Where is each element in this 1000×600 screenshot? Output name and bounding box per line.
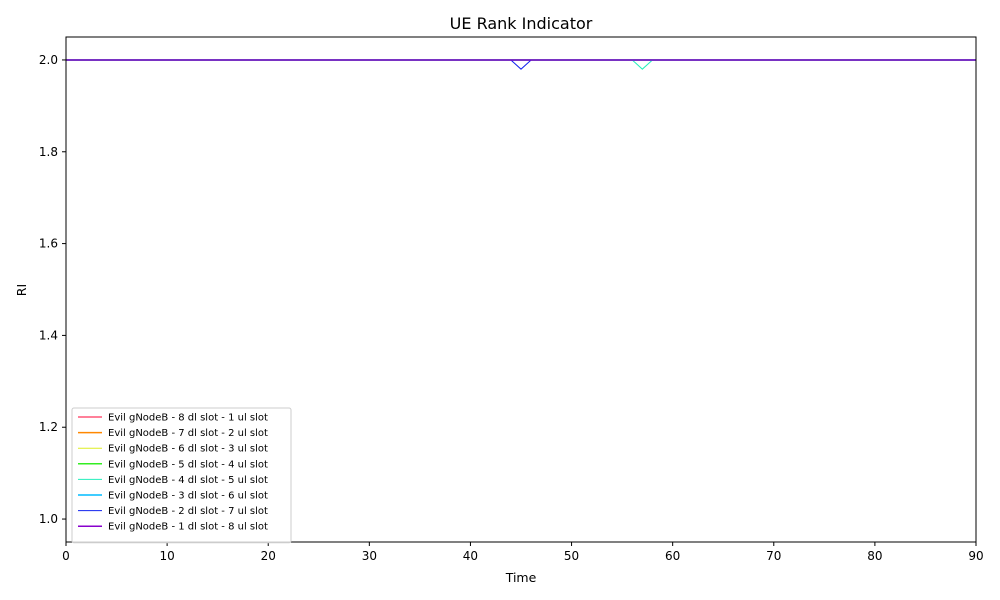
series-line-7 — [66, 59, 976, 70]
legend-box — [71, 407, 292, 544]
y-tick-label: 1.2 — [39, 420, 58, 434]
legend-entry-7: Evil gNodeB - 2 dl slot - 7 ul slot — [108, 506, 268, 517]
series-line-5 — [66, 59, 976, 70]
x-tick-label: 10 — [159, 549, 174, 563]
y-axis-ticks: 1.0 1.2 1.4 1.6 1.8 2.0 — [39, 53, 66, 526]
x-tick-label: 30 — [362, 549, 377, 563]
x-tick-label: 80 — [867, 549, 882, 563]
plot-frame — [65, 36, 977, 543]
x-tick-label: 90 — [968, 549, 983, 563]
y-tick-label: 1.0 — [39, 512, 58, 526]
chart-title: UE Rank Indicator — [450, 14, 593, 33]
y-axis-label: RI — [14, 284, 29, 296]
x-tick-label: 60 — [665, 549, 680, 563]
y-tick-label: 2.0 — [39, 53, 58, 67]
y-tick-label: 1.6 — [39, 237, 58, 251]
x-axis-label: Time — [505, 570, 537, 585]
legend-entry-5: Evil gNodeB - 4 dl slot - 5 ul slot — [108, 475, 268, 486]
y-tick-label: 1.8 — [39, 145, 58, 159]
series-layer — [66, 59, 976, 70]
x-tick-label: 20 — [261, 549, 276, 563]
legend-entry-3: Evil gNodeB - 6 dl slot - 3 ul slot — [108, 444, 268, 455]
x-tick-label: 0 — [62, 549, 70, 563]
x-axis-ticks: 0 10 20 30 40 50 60 70 80 90 — [62, 542, 984, 563]
y-tick-label: 1.4 — [39, 328, 58, 342]
legend-entry-1: Evil gNodeB - 8 dl slot - 1 ul slot — [108, 413, 268, 424]
x-tick-label: 70 — [766, 549, 781, 563]
legend-entry-6: Evil gNodeB - 3 dl slot - 6 ul slot — [108, 491, 268, 502]
x-tick-label: 50 — [564, 549, 579, 563]
legend: Evil gNodeB - 8 dl slot - 1 ul slot Evil … — [71, 407, 292, 544]
legend-entry-2: Evil gNodeB - 7 dl slot - 2 ul slot — [108, 428, 268, 439]
x-tick-label: 40 — [463, 549, 478, 563]
legend-entry-4: Evil gNodeB - 5 dl slot - 4 ul slot — [108, 459, 268, 470]
legend-entry-8: Evil gNodeB - 1 dl slot - 8 ul slot — [108, 522, 268, 533]
